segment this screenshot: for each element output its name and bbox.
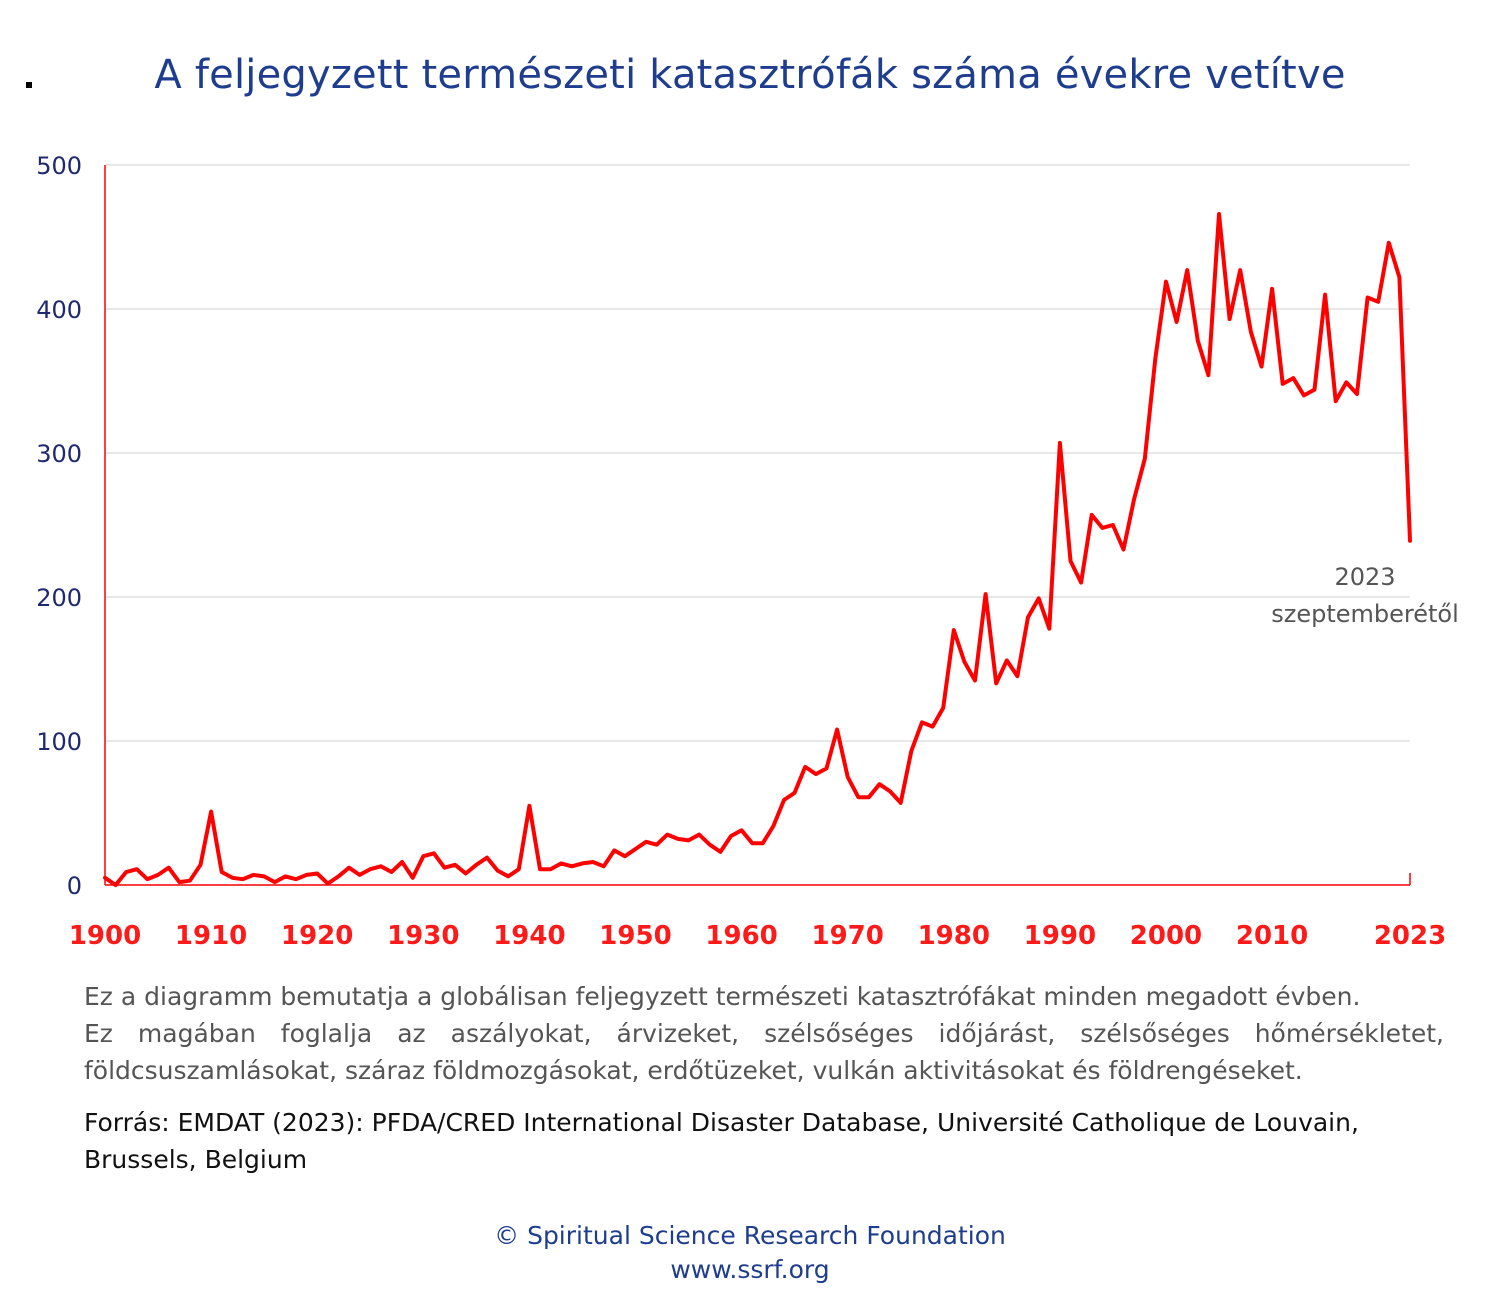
y-tick-label: 400 [36, 296, 82, 324]
description-line-2: Ez magában foglalja az aszályokat, árviz… [84, 1019, 1444, 1048]
x-tick-label: 1990 [1024, 921, 1096, 951]
x-tick-label: 2010 [1236, 921, 1308, 951]
source-line-1: Forrás: EMDAT (2023): PFDA/CRED Internat… [84, 1108, 1359, 1137]
annotation-2023: 2023 szeptemberétől [1271, 563, 1459, 628]
y-tick-labels: 0 100 200 300 400 500 [36, 152, 82, 900]
chart-area: 0 100 200 300 400 500 1900 1910 1920 1930 1940 195… [36, 152, 1459, 951]
x-tick-label: 1960 [705, 921, 777, 951]
gridlines [105, 164, 1410, 742]
x-tick-label: 1930 [387, 921, 459, 951]
description-line-1: Ez a diagramm bemutatja a globálisan fel… [84, 982, 1361, 1011]
y-tick-label: 200 [36, 584, 82, 612]
y-tick-label: 500 [36, 152, 82, 180]
y-tick-label: 100 [36, 728, 82, 756]
chart-description: Ez a diagramm bemutatja a globálisan fel… [84, 978, 1444, 1089]
y-tick-label: 300 [36, 440, 82, 468]
x-tick-label: 1980 [918, 921, 990, 951]
x-tick-label: 1940 [493, 921, 565, 951]
y-tick-label: 0 [67, 872, 82, 900]
x-tick-labels: 1900 1910 1920 1930 1940 1950 1960 1970 1980 1990… [69, 921, 1446, 951]
source-line-2: Brussels, Belgium [84, 1145, 308, 1174]
annotation-line-2: szeptemberétől [1271, 600, 1459, 628]
footer-url: www.ssrf.org [670, 1255, 830, 1284]
x-tick-label: 1920 [281, 921, 353, 951]
chart-title: A feljegyzett természeti katasztrófák sz… [154, 52, 1346, 98]
x-tick-label: 1910 [175, 921, 247, 951]
x-tick-label: 1950 [599, 921, 671, 951]
x-tick-label: 2000 [1130, 921, 1202, 951]
axes [104, 165, 1411, 886]
description-line-3: földcsuszamlásokat, száraz földmozgásoka… [84, 1056, 1303, 1085]
bullet-mark [26, 82, 32, 88]
footer: © Spiritual Science Research Foundation … [0, 1219, 1500, 1287]
series-line [103, 212, 1412, 887]
source-text: Forrás: EMDAT (2023): PFDA/CRED Internat… [84, 1104, 1444, 1178]
x-tick-label: 2023 [1374, 921, 1446, 951]
annotation-line-1: 2023 [1334, 563, 1395, 591]
copyright-text: © Spiritual Science Research Foundation [494, 1221, 1006, 1250]
x-tick-label: 1970 [811, 921, 883, 951]
x-tick-label: 1900 [69, 921, 141, 951]
